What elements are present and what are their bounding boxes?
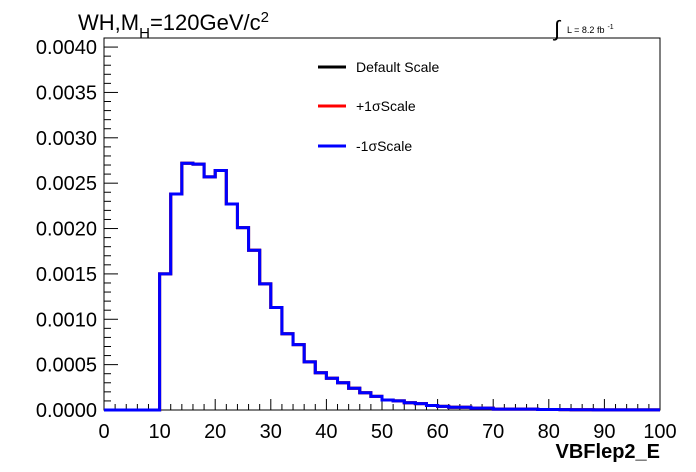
y-tick-label: 0.0030 xyxy=(36,128,97,150)
title-rest: =120GeV/c xyxy=(150,10,261,35)
x-tick-label: 30 xyxy=(260,421,282,443)
x-tick-label: 100 xyxy=(643,421,676,443)
legend-label-minus-sigma: -1σScale xyxy=(356,138,412,154)
y-tick-label: 0.0020 xyxy=(36,219,97,241)
x-axis-tick-labels: 0 10 20 30 40 50 60 70 80 90 100 xyxy=(98,421,676,443)
x-tick-label: 70 xyxy=(482,421,504,443)
title-main: WH,M xyxy=(78,10,139,35)
x-tick-label: 80 xyxy=(538,421,560,443)
histogram-line-0 xyxy=(104,161,660,412)
luminosity-integral: ∫ xyxy=(552,16,562,41)
histogram-line-1 xyxy=(104,161,660,412)
y-tick-label: 0.0035 xyxy=(36,82,97,104)
y-tick-label: 0.0010 xyxy=(36,309,97,331)
y-tick-label: 0.0025 xyxy=(36,173,97,195)
y-axis-tick-labels: 0.0000 0.0005 0.0010 0.0015 0.0020 0.0025 0.00… xyxy=(36,37,97,422)
y-tick-label: 0.0015 xyxy=(36,264,97,286)
histogram-line-2 xyxy=(104,161,660,412)
chart-title: WH,MH=120GeV/c2 xyxy=(78,9,269,42)
legend: Default Scale +1σScale -1σScale xyxy=(318,59,439,154)
x-tick-label: 10 xyxy=(148,421,170,443)
y-tick-label: 0.0040 xyxy=(36,37,97,59)
luminosity-superscript: -1 xyxy=(607,24,613,31)
axis-ticks xyxy=(103,37,661,411)
luminosity-label: L = 8.2 fb -1 xyxy=(567,24,614,35)
y-tick-label: 0.0005 xyxy=(36,355,97,377)
y-tick-label: 0.0000 xyxy=(36,400,97,422)
histogram-series xyxy=(104,161,660,412)
x-tick-label: 20 xyxy=(204,421,226,443)
legend-label-plus-sigma: +1σScale xyxy=(356,98,416,114)
x-tick-label: 90 xyxy=(593,421,615,443)
x-tick-label: 50 xyxy=(371,421,393,443)
x-tick-label: 40 xyxy=(315,421,337,443)
x-tick-label: 0 xyxy=(98,421,109,443)
legend-label-default-scale: Default Scale xyxy=(356,59,439,75)
x-axis-label: VBFlep2_E xyxy=(556,441,660,463)
x-tick-label: 60 xyxy=(426,421,448,443)
title-superscript: 2 xyxy=(261,9,269,26)
luminosity-text: L = 8.2 fb xyxy=(567,25,604,35)
title-subscript: H xyxy=(139,25,150,42)
plot-frame xyxy=(103,37,661,411)
